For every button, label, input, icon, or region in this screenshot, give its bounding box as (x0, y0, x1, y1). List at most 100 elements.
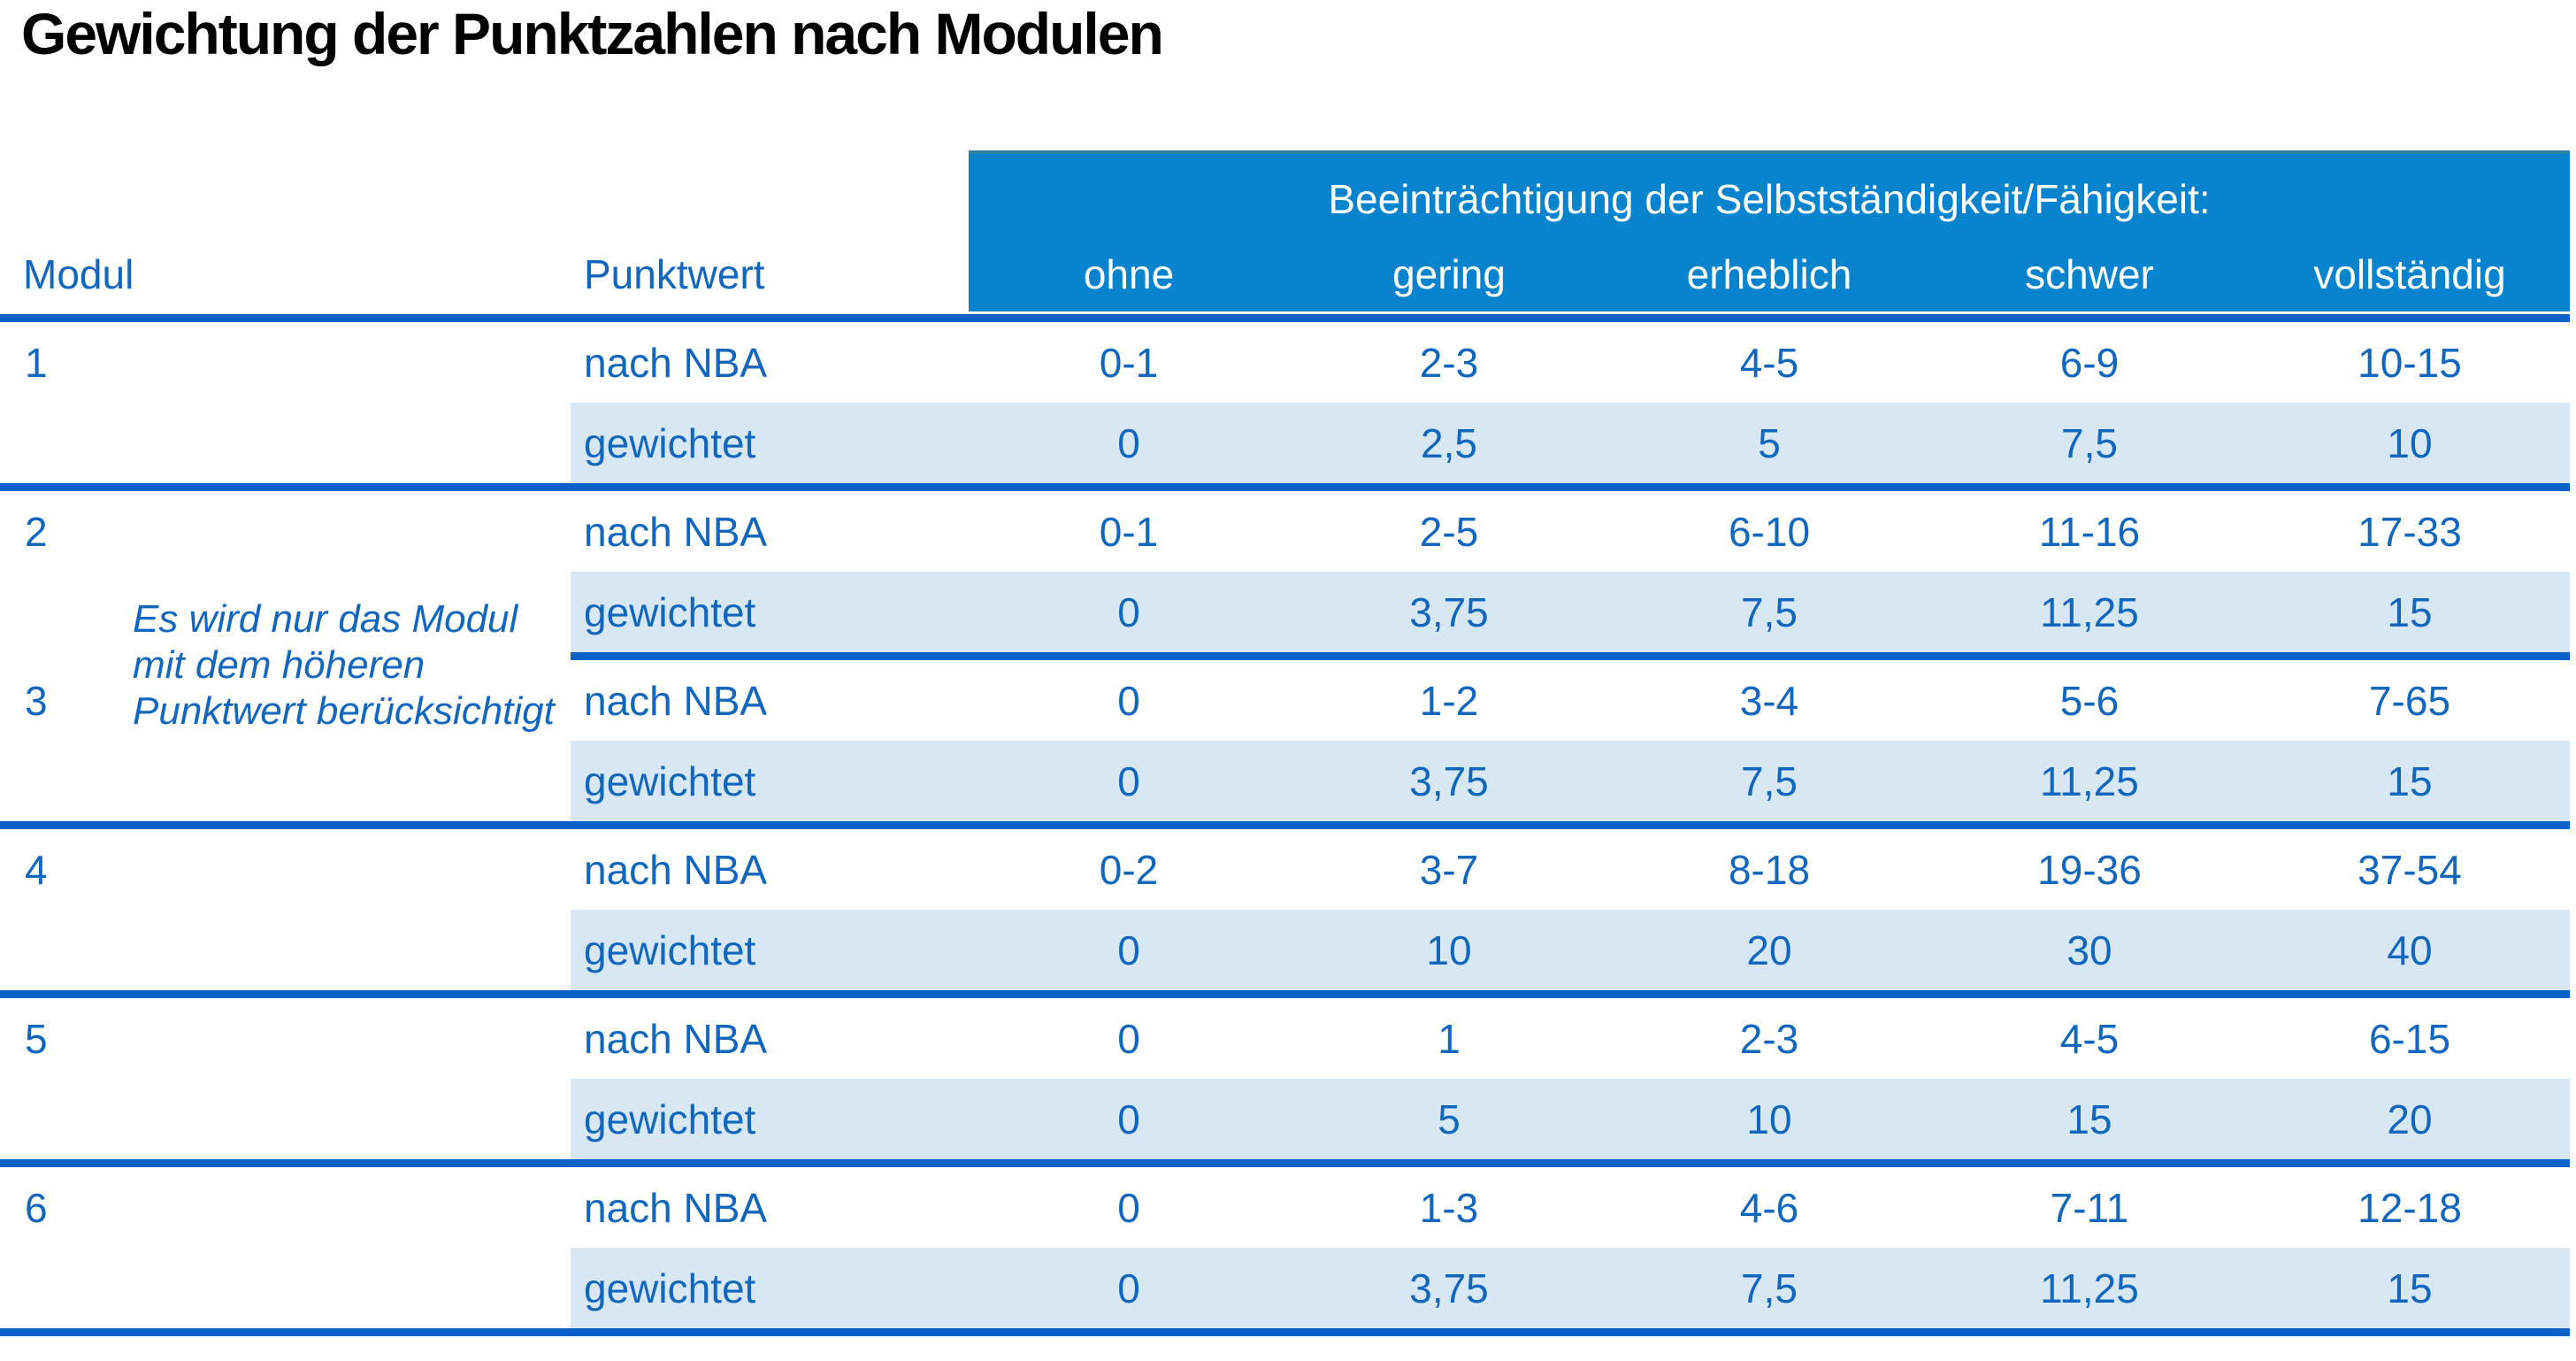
value-cell: 3,75 (1289, 741, 1609, 821)
value-cell: 20 (1609, 910, 1929, 990)
row-label-weighted: gewichtet (571, 403, 969, 483)
module-number-empty (0, 403, 571, 483)
value-cell: 10 (2250, 403, 2570, 483)
module-number-empty (0, 1248, 571, 1328)
value-cell: 17-33 (2358, 508, 2462, 555)
row-label-nba: nach NBA (584, 1015, 768, 1062)
value-cell: 8-18 (1728, 846, 1811, 893)
value-cell: 0-1 (1099, 508, 1159, 555)
value-cell: 4-5 (1739, 339, 1799, 386)
value-cell: 1-3 (1419, 1184, 1479, 1231)
row-label-nba: nach NBA (584, 508, 768, 555)
row-module5-nba: 5 nach NBA 0 1 2-3 4-5 6-15 (0, 998, 2576, 1079)
module-number-empty (0, 1079, 571, 1159)
note-modules-2-3: Es wird nur das Modul mit dem höheren Pu… (133, 596, 555, 734)
row-module2-nba: 2 nach NBA 0-1 2-5 6-10 11-16 17-33 (0, 491, 2576, 572)
value-cell: 15 (2250, 572, 2570, 652)
module-number: 6 (25, 1184, 48, 1231)
col-header-schwer: schwer (2025, 251, 2154, 297)
value-cell: 10 (1289, 910, 1609, 990)
value-cell: 6-15 (2368, 1015, 2451, 1062)
note-line: Es wird nur das Modul (133, 597, 518, 641)
group-divider (0, 990, 2570, 998)
value-cell: 40 (2250, 910, 2570, 990)
row-label-nba: nach NBA (584, 339, 768, 386)
value-cell: 3,75 (1289, 572, 1609, 652)
value-cell: 20 (2250, 1079, 2570, 1159)
row-label-nba: nach NBA (584, 677, 768, 724)
col-header-vollstaendig: vollständig (2313, 251, 2506, 297)
col-header-erheblich: erheblich (1686, 251, 1852, 297)
group-divider (0, 483, 2570, 491)
table-header: Beeinträchtigung der Selbstständigkeit/F… (0, 0, 2576, 322)
value-cell: 0 (1117, 1015, 1140, 1062)
value-cell: 11,25 (1929, 1248, 2250, 1328)
note-line: mit dem höheren (133, 643, 426, 687)
value-cell: 0 (969, 1248, 1289, 1328)
row-module6-weighted: gewichtet 0 3,75 7,5 11,25 15 (0, 1248, 2576, 1328)
row-module3-nba: 3 nach NBA 0 1-2 3-4 5-6 7-65 (0, 660, 2576, 741)
value-cell: 11,25 (1929, 741, 2250, 821)
module-number: 3 (25, 677, 48, 724)
value-cell: 0 (1117, 677, 1140, 724)
row-label-nba: nach NBA (584, 846, 768, 893)
value-cell: 0 (1117, 1184, 1140, 1231)
row-label-nba: nach NBA (584, 1184, 768, 1231)
value-cell: 0 (969, 403, 1289, 483)
group-divider-partial (571, 652, 2570, 660)
row-label-weighted: gewichtet (571, 1079, 969, 1159)
col-header-gering: gering (1392, 251, 1506, 297)
group-divider (0, 821, 2570, 829)
row-label-weighted: gewichtet (571, 741, 969, 821)
value-cell: 1-2 (1419, 677, 1479, 724)
value-cell: 3-7 (1419, 846, 1479, 893)
value-cell: 11-16 (2038, 508, 2141, 555)
module-number: 4 (25, 846, 48, 893)
severity-header-box: Beeinträchtigung der Selbstständigkeit/F… (969, 150, 2570, 311)
value-cell: 19-36 (2037, 846, 2142, 893)
row-module5-weighted: gewichtet 0 5 10 15 20 (0, 1079, 2576, 1159)
group-divider (0, 1159, 2570, 1167)
value-cell: 3,75 (1289, 1248, 1609, 1328)
value-cell: 30 (1929, 910, 2250, 990)
value-cell: 5 (1289, 1079, 1609, 1159)
value-cell: 7-65 (2368, 677, 2451, 724)
value-cell: 15 (1929, 1079, 2250, 1159)
value-cell: 2,5 (1289, 403, 1609, 483)
row-module2-weighted: gewichtet 0 3,75 7,5 11,25 15 (0, 572, 2576, 652)
row-label-weighted: gewichtet (571, 572, 969, 652)
value-cell: 2-3 (1419, 339, 1479, 386)
row-module4-nba: 4 nach NBA 0-2 3-7 8-18 19-36 37-54 (0, 829, 2576, 910)
value-cell: 6-10 (1728, 508, 1811, 555)
value-cell: 2-3 (1739, 1015, 1799, 1062)
row-module4-weighted: gewichtet 0 10 20 30 40 (0, 910, 2576, 990)
value-cell: 15 (2250, 1248, 2570, 1328)
row-module3-weighted: gewichtet 0 3,75 7,5 11,25 15 (0, 741, 2576, 821)
value-cell: 5-6 (2059, 677, 2120, 724)
value-cell: 2-5 (1419, 508, 1479, 555)
table-bottom-divider (0, 1328, 2570, 1336)
value-cell: 0-1 (1099, 339, 1159, 386)
header-divider (0, 314, 2570, 322)
module-number-empty (0, 910, 571, 990)
value-cell: 10-15 (2358, 339, 2462, 386)
col-header-punktwert: Punktwert (584, 251, 765, 297)
value-cell: 7,5 (1609, 572, 1929, 652)
value-cell: 1 (1438, 1015, 1460, 1062)
col-header-modul: Modul (23, 251, 134, 297)
value-cell: 0 (969, 572, 1289, 652)
row-label-weighted: gewichtet (571, 910, 969, 990)
value-cell: 7-11 (2050, 1184, 2129, 1231)
row-module6-nba: 6 nach NBA 0 1-3 4-6 7-11 12-18 (0, 1167, 2576, 1248)
value-cell: 15 (2250, 741, 2570, 821)
value-cell: 0-2 (1099, 846, 1159, 893)
row-module1-weighted: gewichtet 0 2,5 5 7,5 10 (0, 403, 2576, 483)
value-cell: 0 (969, 741, 1289, 821)
module-number: 2 (25, 508, 48, 555)
table-body: 1 nach NBA 0-1 2-3 4-5 6-9 10-15 gewicht… (0, 322, 2576, 1336)
value-cell: 3-4 (1739, 677, 1799, 724)
value-cell: 5 (1609, 403, 1929, 483)
page-title: Gewichtung der Punktzahlen nach Modulen (21, 1, 1164, 66)
value-cell: 7,5 (1609, 741, 1929, 821)
